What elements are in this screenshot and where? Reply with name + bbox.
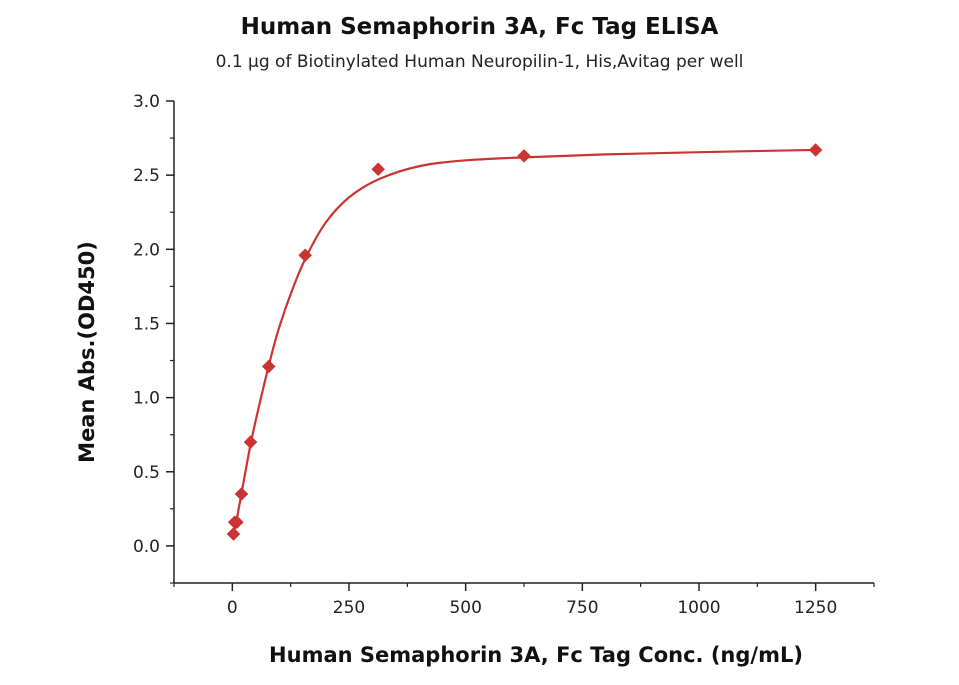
y-tick-label: 2.5 [133,166,160,186]
y-tick-label: 1.5 [133,314,160,334]
x-ticks: 0 250 500 750 1000 1250 [173,583,875,618]
y-axis-title: Mean Abs.(OD450) [75,241,99,463]
x-tick-label: 250 [333,598,365,618]
fit-curve [232,148,816,536]
data-point-diamond [517,149,531,163]
y-ticks: 0.0 0.5 1.0 1.5 2.0 2.5 3.0 [133,92,174,584]
axes [173,101,874,584]
data-point-diamond [808,143,823,157]
x-tick-label: 500 [449,598,481,618]
data-point-diamond [234,487,249,501]
x-tick-label: 750 [566,598,598,618]
x-tick-label: 1000 [677,598,720,618]
y-tick-label: 2.0 [133,240,160,260]
data-point-diamond [226,527,241,541]
data-point-diamond [261,359,276,374]
x-tick-label: 1250 [794,598,837,618]
y-tick-label: 0.0 [133,537,160,557]
data-point-diamond [243,435,258,449]
y-tick-label: 3.0 [133,92,160,112]
data-point-diamond [298,248,312,263]
x-tick-label: 0 [227,598,238,618]
data-points [226,143,823,541]
data-point-diamond [371,162,386,177]
data-point-diamond [230,515,244,530]
x-axis-title: Human Semaphorin 3A, Fc Tag Conc. (ng/mL… [269,643,803,667]
y-tick-label: 0.5 [133,463,160,483]
y-tick-label: 1.0 [133,389,160,409]
chart-title: Human Semaphorin 3A, Fc Tag ELISA [240,14,719,40]
chart-subtitle: 0.1 µg of Biotinylated Human Neuropilin-… [215,52,744,72]
